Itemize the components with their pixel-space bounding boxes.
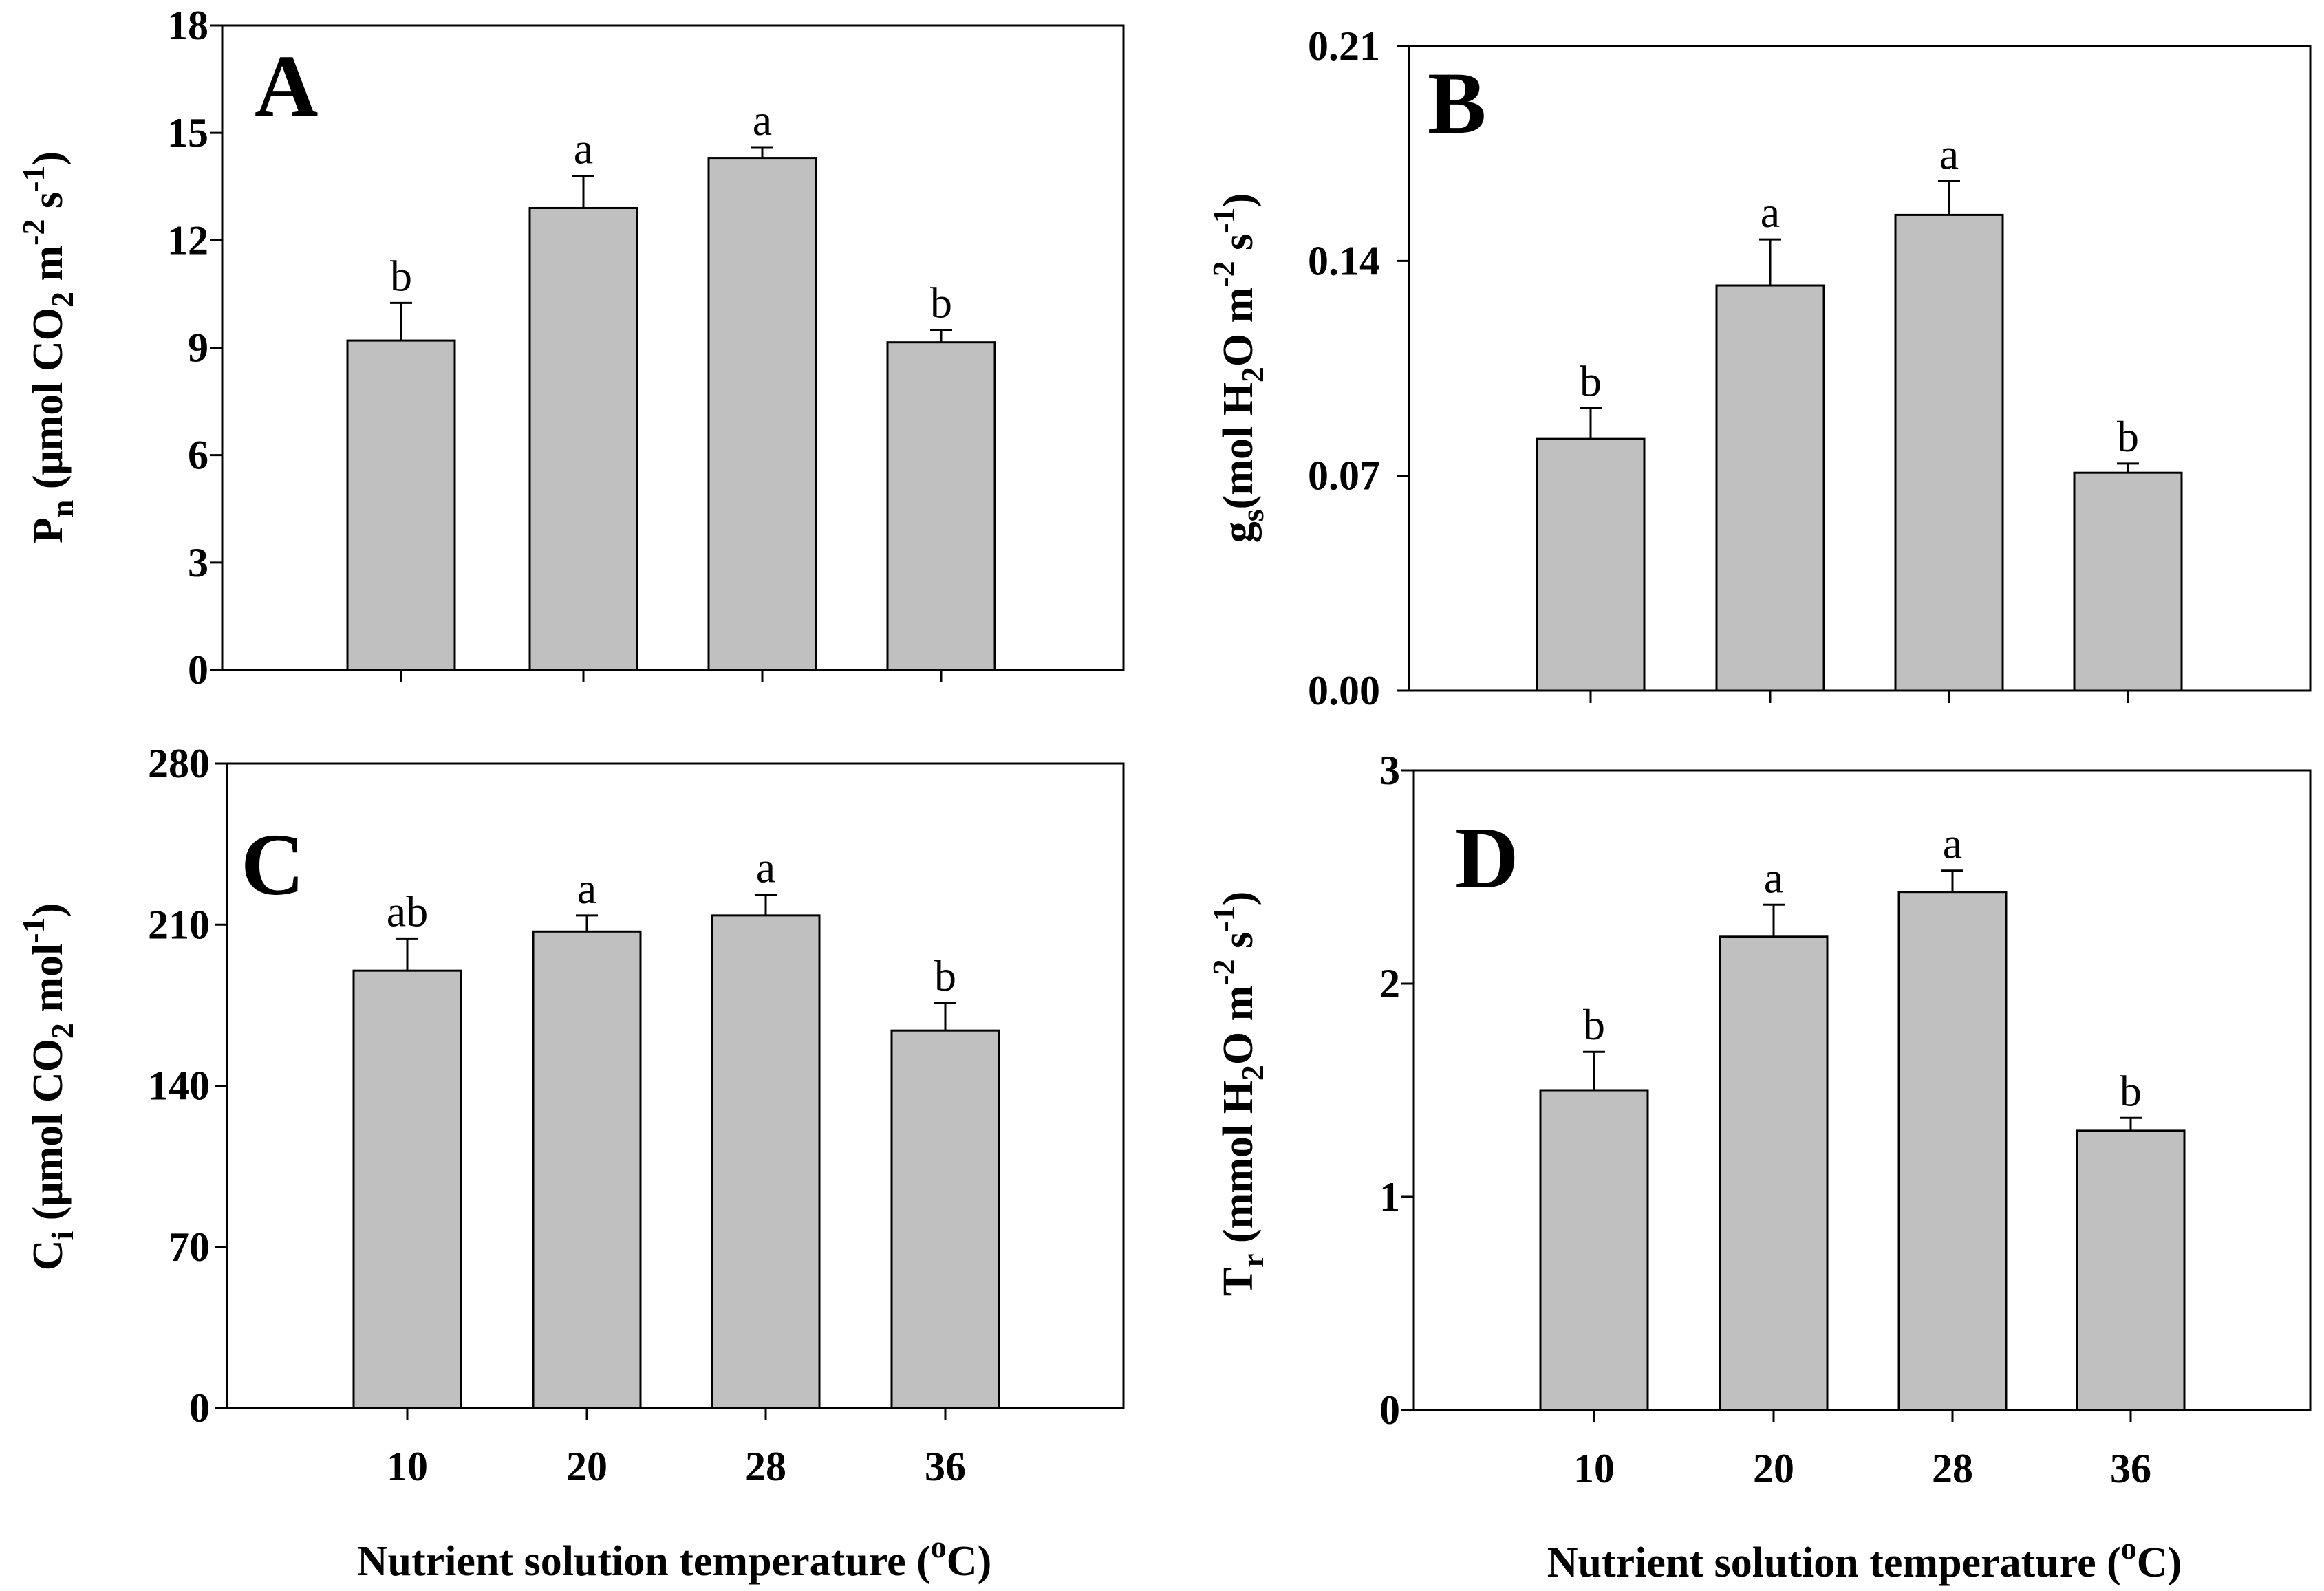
panel-d: D b a a b 0 1 2 3 10 20 28 36 Tr (mmol H2O m-2 s-… — [1206, 748, 2312, 1491]
y-axis-title: Ci (μmol CO2 mol-1) — [16, 903, 80, 1271]
x-axis-title-right: Nutrient solution temperature (oC) — [1547, 1530, 2182, 1586]
plot-frame — [1412, 769, 2312, 1411]
significance-label: a — [756, 843, 775, 892]
y-axis: 0 3 6 9 12 15 18 — [167, 3, 222, 693]
y-tick-label: 0 — [188, 647, 208, 693]
y-tick-label: 3 — [188, 540, 208, 585]
bar — [352, 969, 462, 1409]
panel-letter: B — [1428, 54, 1486, 152]
x-tick-label: 28 — [745, 1444, 786, 1489]
y-tick-label: 70 — [169, 1224, 210, 1270]
bar — [1715, 284, 1825, 692]
y-tick-label: 0.21 — [1308, 23, 1380, 69]
bar — [2073, 471, 2183, 692]
y-tick-label: 0 — [189, 1385, 210, 1431]
x-tick-label: 36 — [2110, 1446, 2151, 1491]
y-tick-label: 12 — [167, 217, 208, 263]
panel-letter: D — [1455, 809, 1518, 907]
y-tick-label: 2 — [1379, 961, 1400, 1006]
x-axis: 10 20 28 36 — [387, 1408, 966, 1489]
y-tick-label: 140 — [148, 1063, 210, 1109]
y-tick-label: 3 — [1379, 748, 1400, 793]
y-axis: 0 70 140 210 280 — [148, 741, 227, 1431]
panel-letter: C — [241, 816, 304, 913]
y-axis-title: Pn (μmol CO2 m-2 s-1) — [16, 151, 80, 543]
y-tick-label: 280 — [148, 741, 210, 786]
bar-series: b a a b — [1536, 129, 2183, 692]
panel-letter: A — [255, 37, 318, 135]
significance-label: b — [390, 251, 412, 300]
significance-label: b — [2117, 412, 2139, 461]
significance-label: a — [1943, 819, 1962, 868]
bar — [2076, 1129, 2186, 1411]
significance-label: b — [930, 278, 952, 327]
x-tick-label: 36 — [925, 1444, 966, 1489]
x-tick-label: 20 — [566, 1444, 607, 1489]
y-tick-label: 0 — [1379, 1387, 1400, 1433]
significance-label: b — [934, 951, 956, 1000]
x-tick-label: 10 — [387, 1444, 428, 1489]
x-tick-label: 10 — [1573, 1446, 1615, 1491]
y-tick-label: 9 — [188, 325, 208, 371]
x-axis-title-left: Nutrient solution temperature (oC) — [357, 1529, 991, 1585]
y-axis: 0 1 2 3 — [1379, 748, 1414, 1433]
y-tick-label: 210 — [148, 902, 210, 947]
y-tick-label: 18 — [167, 3, 208, 48]
bar — [886, 341, 996, 671]
y-axis: 0.00 0.07 0.14 0.21 — [1308, 23, 1409, 713]
bar — [346, 339, 456, 671]
x-axis — [1589, 691, 2129, 703]
significance-label: a — [753, 96, 772, 144]
bar — [528, 206, 638, 671]
significance-label: a — [574, 125, 593, 173]
significance-label: b — [1583, 1000, 1605, 1049]
panel-b: B b a a b 0.00 0.07 0.14 0.21 gs(mol H2O m-2 s… — [1206, 23, 2312, 713]
y-tick-label: 0.07 — [1308, 453, 1380, 499]
bar-series: b a a b — [346, 96, 996, 671]
significance-label: b — [1580, 357, 1602, 406]
bar — [707, 157, 817, 671]
bar — [1539, 1089, 1649, 1411]
y-tick-label: 0.14 — [1308, 238, 1380, 283]
x-axis — [400, 670, 943, 682]
significance-label: b — [2120, 1066, 2142, 1115]
significance-label: a — [1761, 188, 1780, 237]
bar-series: b a a b — [1539, 819, 2186, 1411]
x-axis: 10 20 28 36 — [1573, 1410, 2151, 1491]
x-tick-label: 20 — [1753, 1446, 1794, 1491]
significance-label: a — [1939, 129, 1959, 178]
bar-series: ab a ab — [352, 843, 1000, 1409]
y-tick-label: 6 — [188, 433, 208, 478]
x-tick-label: 28 — [1932, 1446, 1973, 1491]
bar — [1536, 437, 1646, 692]
significance-label: a — [1764, 853, 1783, 902]
bar — [1897, 891, 2008, 1411]
plot-frame — [1408, 45, 2312, 692]
bar — [1719, 935, 1829, 1411]
y-tick-label: 1 — [1379, 1174, 1400, 1220]
bar — [711, 914, 821, 1409]
bar — [532, 930, 642, 1409]
y-axis-title: gs(mol H2O m-2 s-1) — [1206, 193, 1270, 543]
panel-a: A b a a b 0 3 6 9 12 15 18 Pn (μmol CO2 m-2 s-1) — [16, 3, 1125, 693]
y-tick-label: 0.00 — [1308, 668, 1380, 713]
significance-label: ab — [387, 887, 428, 935]
y-tick-label: 15 — [167, 110, 208, 155]
bar — [890, 1029, 1000, 1409]
significance-label: a — [577, 864, 596, 913]
bar — [1894, 213, 2004, 692]
y-axis-title: Tr (mmol H2O m-2 s-1) — [1206, 891, 1270, 1297]
